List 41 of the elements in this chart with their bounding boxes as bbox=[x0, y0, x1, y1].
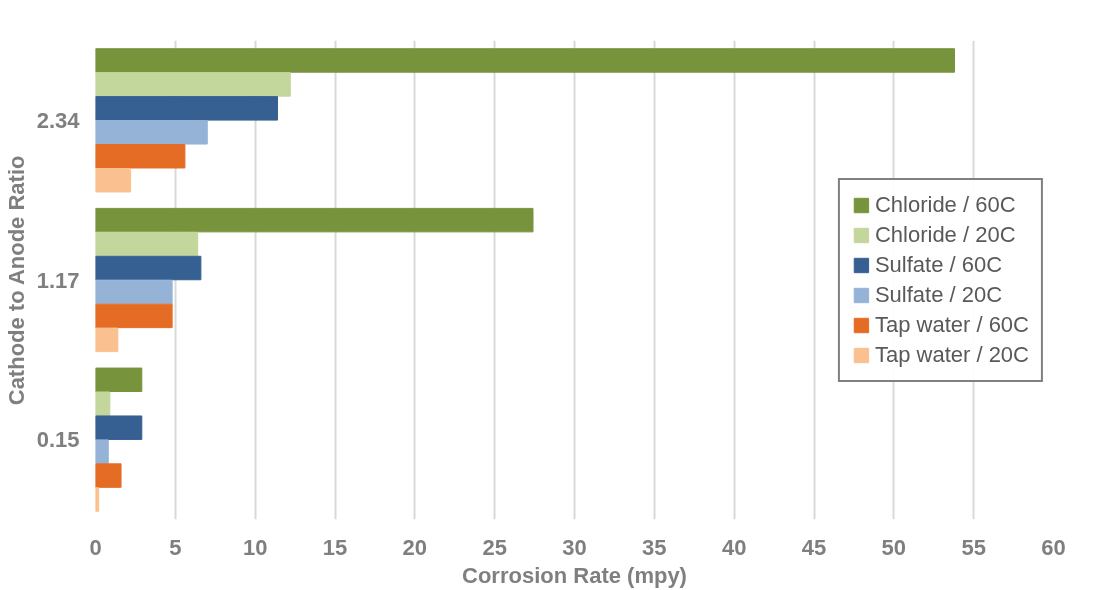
bar bbox=[95, 391, 111, 416]
bar bbox=[95, 303, 173, 329]
legend-label: Chloride / 20C bbox=[874, 221, 1016, 248]
legend-label: Tap water / 60C bbox=[874, 311, 1029, 338]
bar bbox=[95, 167, 132, 193]
x-tick-label: 15 bbox=[322, 534, 348, 560]
x-tick-label: 35 bbox=[642, 534, 667, 560]
bar bbox=[95, 96, 279, 121]
x-tick-label: 40 bbox=[721, 534, 747, 560]
bar bbox=[95, 48, 956, 73]
legend-label: Tap water / 20C bbox=[874, 341, 1029, 368]
bar bbox=[95, 415, 143, 440]
x-tick-label: 5 bbox=[169, 534, 182, 560]
legend-label: Sulfate / 60C bbox=[874, 251, 1003, 278]
x-tick-label: 45 bbox=[801, 534, 827, 560]
x-tick-label: 50 bbox=[881, 534, 907, 560]
bar bbox=[95, 120, 208, 145]
bar bbox=[95, 207, 534, 233]
bar bbox=[95, 327, 119, 353]
y-tick-label: 1.17 bbox=[36, 267, 80, 293]
bar bbox=[95, 279, 173, 305]
x-tick-label: 60 bbox=[1041, 534, 1066, 560]
bar bbox=[95, 463, 122, 488]
bar bbox=[95, 231, 199, 257]
bar bbox=[95, 255, 202, 281]
x-tick-label: 0 bbox=[89, 534, 102, 560]
x-axis-title: Corrosion Rate (mpy) bbox=[462, 562, 687, 588]
y-tick-label: 2.34 bbox=[36, 107, 81, 133]
x-tick-label: 25 bbox=[482, 534, 507, 560]
legend-label: Chloride / 60C bbox=[874, 191, 1016, 218]
y-tick-label: 0.15 bbox=[36, 427, 80, 453]
x-tick-label: 30 bbox=[562, 534, 587, 560]
x-tick-label: 20 bbox=[402, 534, 428, 560]
bar bbox=[95, 367, 143, 393]
bar bbox=[95, 72, 291, 97]
legend-label: Sulfate / 20C bbox=[874, 281, 1003, 308]
bar bbox=[95, 439, 109, 464]
x-tick-label: 10 bbox=[242, 534, 268, 560]
bar bbox=[95, 144, 186, 169]
x-tick-label: 55 bbox=[961, 534, 986, 560]
y-axis-title: Cathode to Anode Ratio bbox=[3, 155, 29, 406]
